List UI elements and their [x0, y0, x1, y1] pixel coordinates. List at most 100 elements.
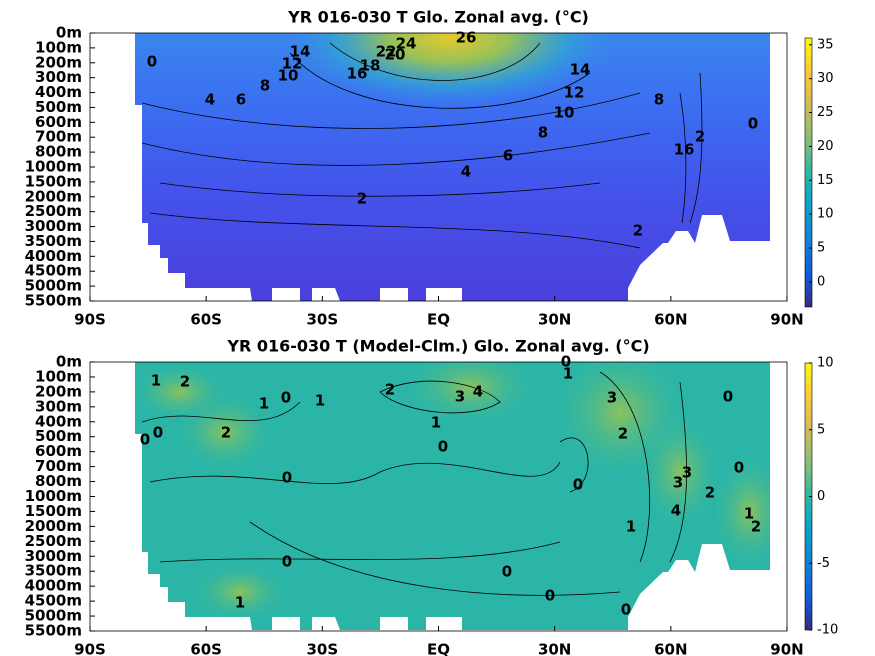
y-tick-label: 600m [35, 442, 82, 460]
field-features [141, 33, 703, 249]
x-tick-label: 60N [654, 311, 687, 329]
y-tick-label: 3500m [25, 562, 82, 580]
contour-line [689, 72, 703, 224]
y-tick-label: 3000m [25, 547, 82, 565]
y-tick-label: 500m [35, 98, 82, 116]
x-tick-label: 90S [74, 311, 106, 329]
contour-label: 22 [376, 43, 397, 61]
y-tick-label: 100m [35, 367, 82, 385]
warm-core [280, 33, 620, 108]
contour-label: 6 [236, 91, 246, 109]
y-tick-label: 1000m [25, 487, 82, 505]
y-tick-label: 0m [56, 353, 82, 371]
contour-line [669, 381, 687, 563]
contour-line [159, 541, 561, 563]
plot-panel: YR 016-030 T (Model-Clm.) Glo. Zonal avg… [25, 337, 839, 656]
anomaly-blob [640, 412, 720, 532]
contour-label: 8 [654, 91, 664, 109]
y-tick-label: 4500m [25, 592, 82, 610]
contour-label: 10 [554, 104, 575, 122]
contour-line [379, 380, 501, 414]
y-tick-label: 5000m [25, 607, 82, 625]
anomaly-blob [190, 562, 290, 622]
y-tick-label: 700m [35, 128, 82, 146]
contour-label: 0 [153, 424, 163, 442]
contour-line [159, 182, 601, 197]
contour-label: 1 [151, 372, 161, 390]
contour-line [141, 132, 651, 166]
contour-label: 2 [221, 424, 231, 442]
contour-line [599, 371, 651, 563]
contour-line [149, 212, 641, 249]
colorbar-label: 5 [817, 241, 825, 256]
y-tick-label: 300m [35, 397, 82, 415]
anomaly-blob [710, 452, 770, 572]
contour-label: 4 [671, 502, 681, 520]
contour-label: 1 [235, 594, 245, 612]
x-tick-label: 60S [190, 311, 222, 329]
contour-label: 8 [260, 77, 270, 95]
contour-label: 0 [545, 587, 555, 605]
contour-label: 2 [618, 425, 628, 443]
field-features [135, 362, 770, 622]
y-tick-label: 800m [35, 143, 82, 161]
y-tick-label: 4000m [25, 577, 82, 595]
y-tick-label: 800m [35, 472, 82, 490]
contour-label: 0 [723, 388, 733, 406]
y-tick-label: 1000m [25, 158, 82, 176]
colorbar-label: 10 [817, 356, 834, 371]
contour-label: 3 [682, 464, 692, 482]
contour-label: 26 [456, 29, 477, 47]
contour-label: 0 [140, 431, 150, 449]
colorbar-label: -5 [817, 556, 830, 571]
y-tick-label: 5500m [25, 292, 82, 310]
y-tick-label: 3500m [25, 232, 82, 250]
contour-line [559, 437, 589, 493]
contour-label: 6 [503, 147, 513, 165]
contour-label: 4 [205, 91, 215, 109]
y-tick-label: 500m [35, 427, 82, 445]
anomaly-blob [135, 362, 230, 422]
contour-label: 0 [573, 476, 583, 494]
y-tick-label: 700m [35, 457, 82, 475]
y-tick-label: 100m [35, 38, 82, 56]
y-tick-label: 2500m [25, 202, 82, 220]
contour-label: 1 [315, 392, 325, 410]
colorbar-label: -10 [817, 623, 838, 638]
contour-label: 10 [278, 67, 299, 85]
contour-label: 3 [673, 474, 683, 492]
contour-label: 2 [751, 518, 761, 536]
contour-label: 14 [570, 61, 591, 79]
colorbar-label: 5 [817, 422, 825, 437]
contour-label: 3 [607, 389, 617, 407]
colorbar-label: 25 [817, 105, 834, 120]
contour-line [679, 92, 687, 224]
y-tick-label: 1500m [25, 502, 82, 520]
contour-label: 0 [281, 389, 291, 407]
contour-label: 16 [347, 65, 368, 83]
y-tick-label: 400m [35, 83, 82, 101]
contour-line [141, 92, 641, 129]
contour-line [141, 401, 301, 423]
contour-label: 0 [282, 553, 292, 571]
contour-label: 0 [502, 563, 512, 581]
chart-title: YR 016-030 T Glo. Zonal avg. (°C) [287, 8, 589, 27]
contour-label: 1 [431, 414, 441, 432]
colorbar [804, 37, 813, 308]
contour-label: 0 [147, 53, 157, 71]
contour-label: 12 [564, 84, 585, 102]
contour-label: 1 [563, 365, 573, 383]
plot-panel: YR 016-030 T Glo. Zonal avg. (°C)0m100m2… [25, 8, 834, 329]
contour-label: 1 [744, 505, 754, 523]
x-tick-label: 60N [654, 641, 687, 656]
anomaly-blob [400, 362, 540, 427]
y-tick-label: 200m [35, 53, 82, 71]
contour-label: 8 [538, 124, 548, 142]
contour-label: 4 [473, 383, 483, 401]
contour-label: 0 [438, 438, 448, 456]
colorbar-label: 0 [817, 274, 825, 289]
contour-label: 1 [626, 518, 636, 536]
colorbar-label: 0 [817, 489, 825, 504]
x-tick-label: 30N [538, 641, 571, 656]
